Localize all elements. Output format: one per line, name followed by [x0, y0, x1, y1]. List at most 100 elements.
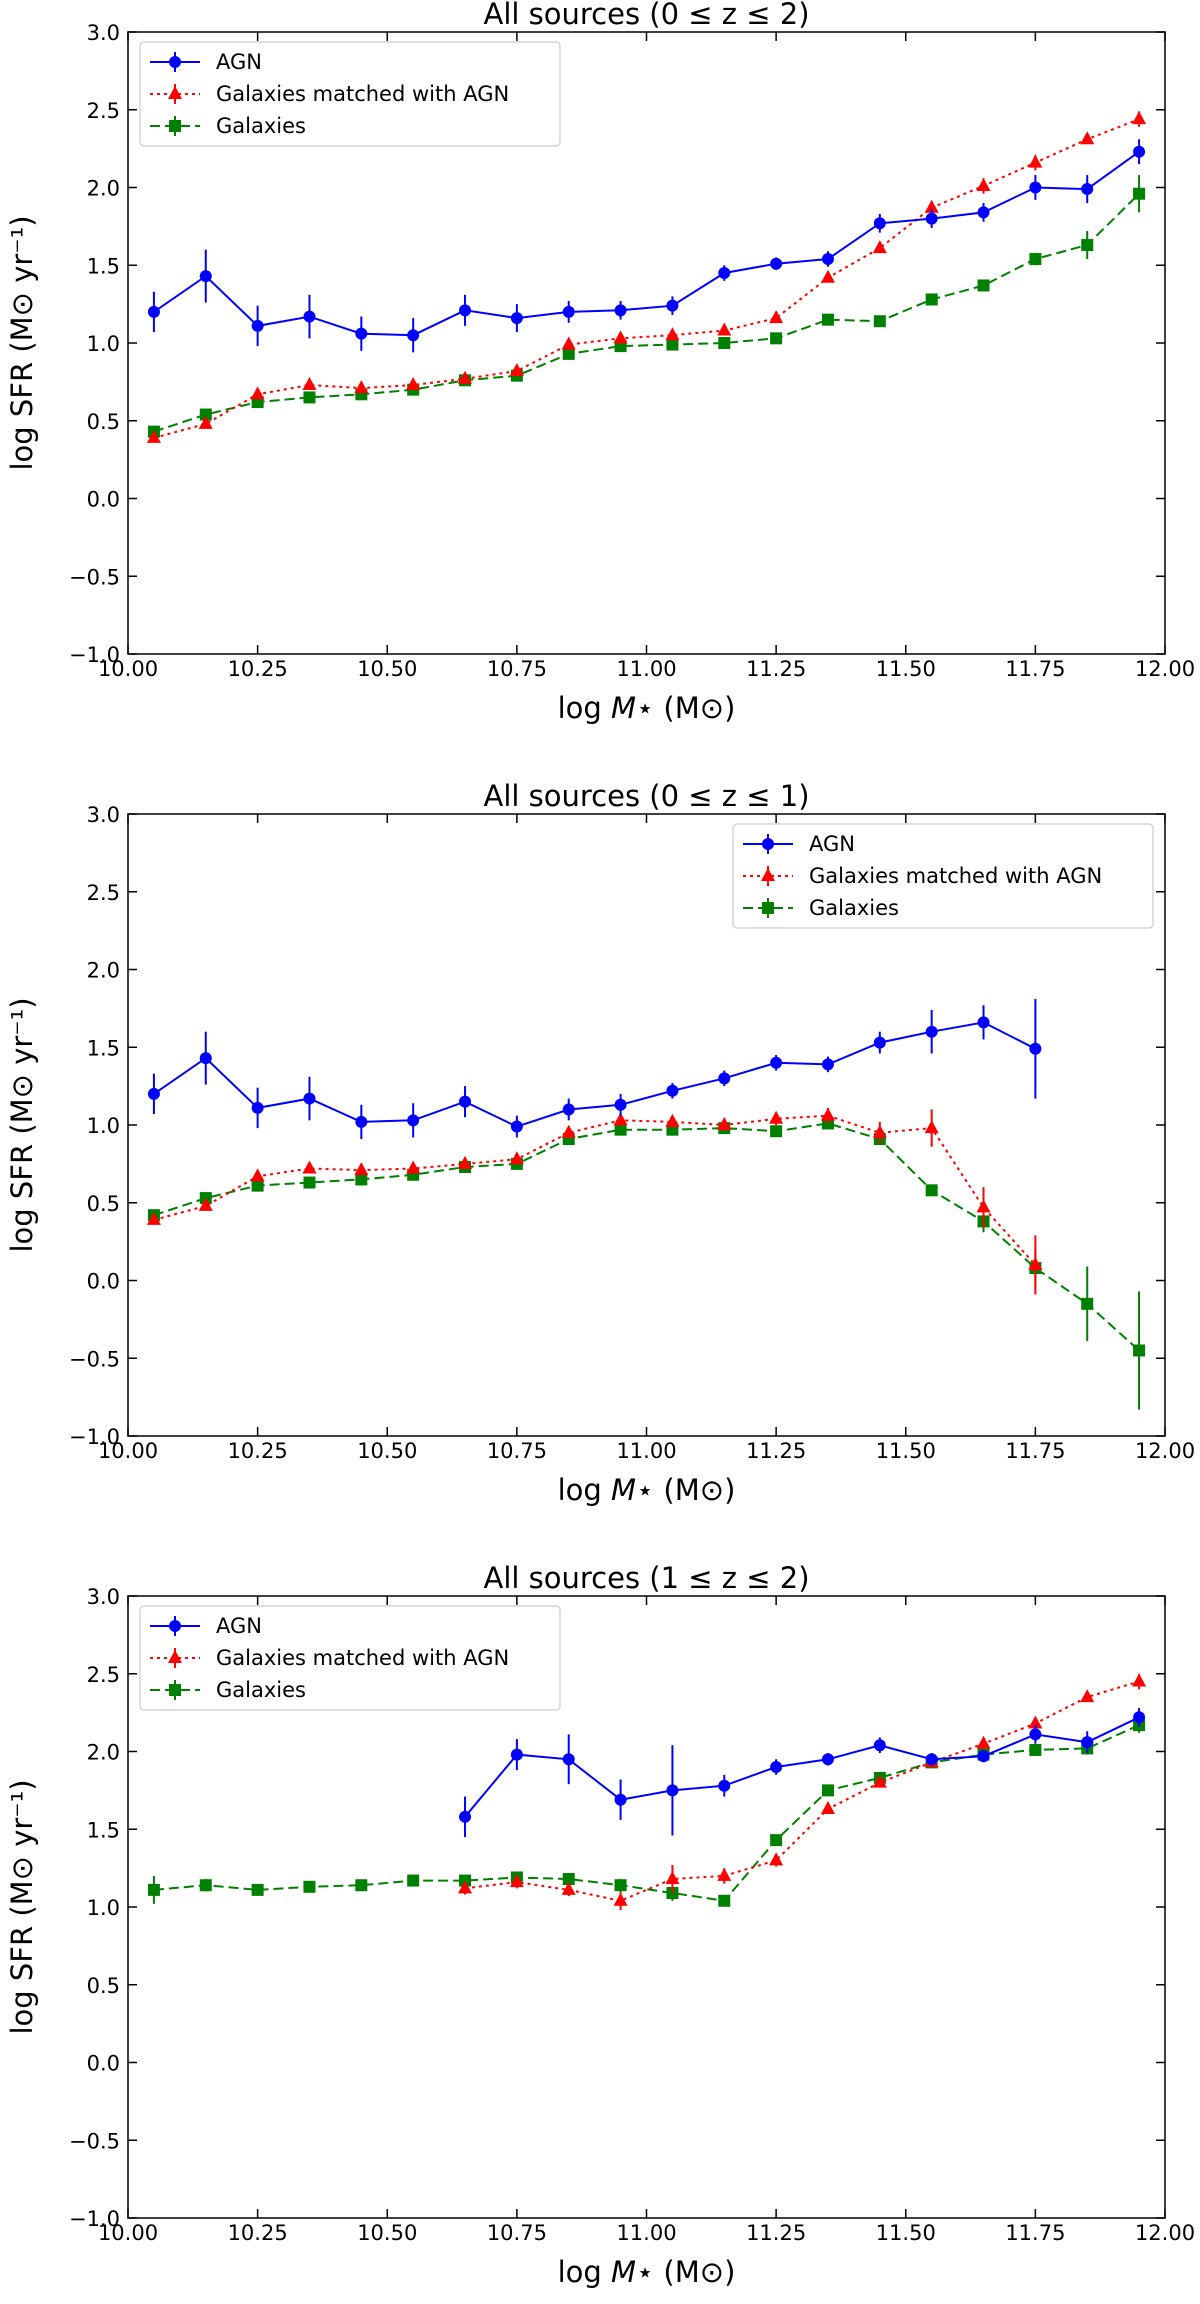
data-point: [718, 267, 731, 280]
x-tick-label: 11.50: [876, 657, 936, 681]
data-point: [872, 240, 887, 254]
data-point: [303, 1880, 316, 1893]
data-point: [459, 304, 472, 317]
legend-marker: [762, 902, 774, 914]
data-point: [718, 1072, 731, 1085]
data-point: [146, 1211, 161, 1225]
y-tick-label: −1.0: [69, 2207, 120, 2231]
data-point: [302, 376, 317, 390]
data-point: [925, 1184, 938, 1197]
legend-item: Galaxies matched with AGN: [150, 82, 509, 106]
x-tick-label: 11.00: [616, 1439, 676, 1463]
legend-item: AGN: [743, 832, 855, 856]
legend-box: [732, 823, 1154, 929]
data-point: [1029, 1728, 1042, 1741]
data-point: [925, 293, 938, 306]
data-point: [614, 304, 627, 317]
data-point: [303, 1176, 316, 1189]
data-point: [251, 1883, 264, 1896]
data-point: [147, 1883, 160, 1896]
data-point: [1028, 1715, 1043, 1729]
x-tick-label: 11.75: [1005, 1439, 1065, 1463]
data-point: [510, 1120, 523, 1133]
data-point: [717, 1117, 732, 1130]
chart-title: All sources (0 ≤ z ≤ 1): [483, 779, 809, 813]
data-point: [1080, 1689, 1095, 1703]
y-tick-label: 2.0: [87, 959, 120, 983]
y-tick-label: 0.0: [87, 488, 120, 512]
series-galaxies-matched-with-agn: [146, 111, 1147, 443]
x-tick-label: 10.75: [487, 1439, 547, 1463]
y-tick-label: 1.5: [87, 1036, 120, 1060]
data-point: [1080, 131, 1095, 145]
data-point: [614, 1879, 627, 1892]
data-point: [458, 1155, 473, 1169]
x-tick-label: 12.00: [1135, 2221, 1195, 2245]
legend-item: Galaxies: [150, 1678, 306, 1702]
series-line: [464, 1716, 1140, 1818]
y-tick-label: 3.0: [87, 1585, 120, 1609]
data-point: [1133, 187, 1146, 200]
x-tick-label: 10.00: [98, 2221, 158, 2245]
data-point: [977, 279, 990, 292]
data-point: [561, 336, 576, 350]
x-tick-label: 10.50: [357, 1439, 417, 1463]
x-tick-label: 11.50: [876, 1439, 936, 1463]
y-tick-label: 1.5: [87, 1818, 120, 1842]
chart-panel-1: 10.00 10.25 10.50 10.75 11.00 11.25 11.50 11.75…: [5, 0, 1195, 725]
data-point: [562, 347, 575, 360]
legend: AGN Galaxies matched with AGN Galaxies: [139, 1605, 561, 1711]
data-point: [977, 1750, 990, 1763]
y-tick-label: 1.5: [87, 254, 120, 278]
y-tick-label: 1.0: [87, 1114, 120, 1138]
data-point: [1132, 111, 1147, 125]
data-point: [199, 408, 212, 421]
series-line: [153, 1122, 1140, 1352]
data-point: [770, 1761, 783, 1774]
legend-label: Galaxies: [809, 896, 899, 920]
series-line: [153, 1021, 1036, 1128]
data-point: [718, 1894, 731, 1907]
x-tick-label: 10.00: [98, 657, 158, 681]
data-point: [666, 1784, 679, 1797]
data-point: [199, 270, 212, 283]
y-tick-label: −0.5: [69, 565, 120, 589]
legend-item: AGN: [150, 1614, 262, 1638]
legend-label: AGN: [216, 1614, 262, 1638]
data-point: [406, 1160, 421, 1174]
y-tick-label: 3.0: [87, 803, 120, 827]
y-tick-label: 3.0: [87, 21, 120, 45]
data-point: [769, 1852, 784, 1866]
data-point: [407, 329, 420, 342]
data-point: [147, 1087, 160, 1100]
data-point: [614, 1793, 627, 1806]
y-tick-label: 2.5: [87, 881, 120, 905]
chart-title: All sources (0 ≤ z ≤ 2): [483, 0, 809, 31]
legend-marker: [761, 868, 775, 881]
data-point: [199, 1052, 212, 1065]
data-point: [198, 1197, 213, 1211]
data-point: [1133, 1711, 1146, 1724]
x-tick-label: 11.50: [876, 2221, 936, 2245]
data-point: [1028, 1256, 1043, 1270]
legend-item: Galaxies matched with AGN: [150, 1646, 509, 1670]
y-tick-label: 2.0: [87, 1741, 120, 1765]
x-tick-label: 10.50: [357, 657, 417, 681]
data-point: [925, 1753, 938, 1766]
series-agn: [459, 1707, 1146, 1838]
data-point: [458, 370, 473, 384]
data-point: [718, 1779, 731, 1792]
series-line: [464, 1680, 1140, 1902]
data-point: [769, 1110, 784, 1124]
data-point: [355, 1879, 368, 1892]
data-point: [251, 1101, 264, 1114]
plot-frame: [127, 31, 1166, 655]
data-point: [665, 1113, 680, 1127]
data-point: [1132, 1673, 1147, 1687]
series-line: [153, 192, 1140, 433]
data-point: [250, 386, 265, 400]
x-tick-label: 10.25: [228, 2221, 288, 2245]
x-tick-label: 11.00: [616, 2221, 676, 2245]
y-tick-label: 0.0: [87, 1270, 120, 1294]
data-point: [665, 327, 680, 341]
